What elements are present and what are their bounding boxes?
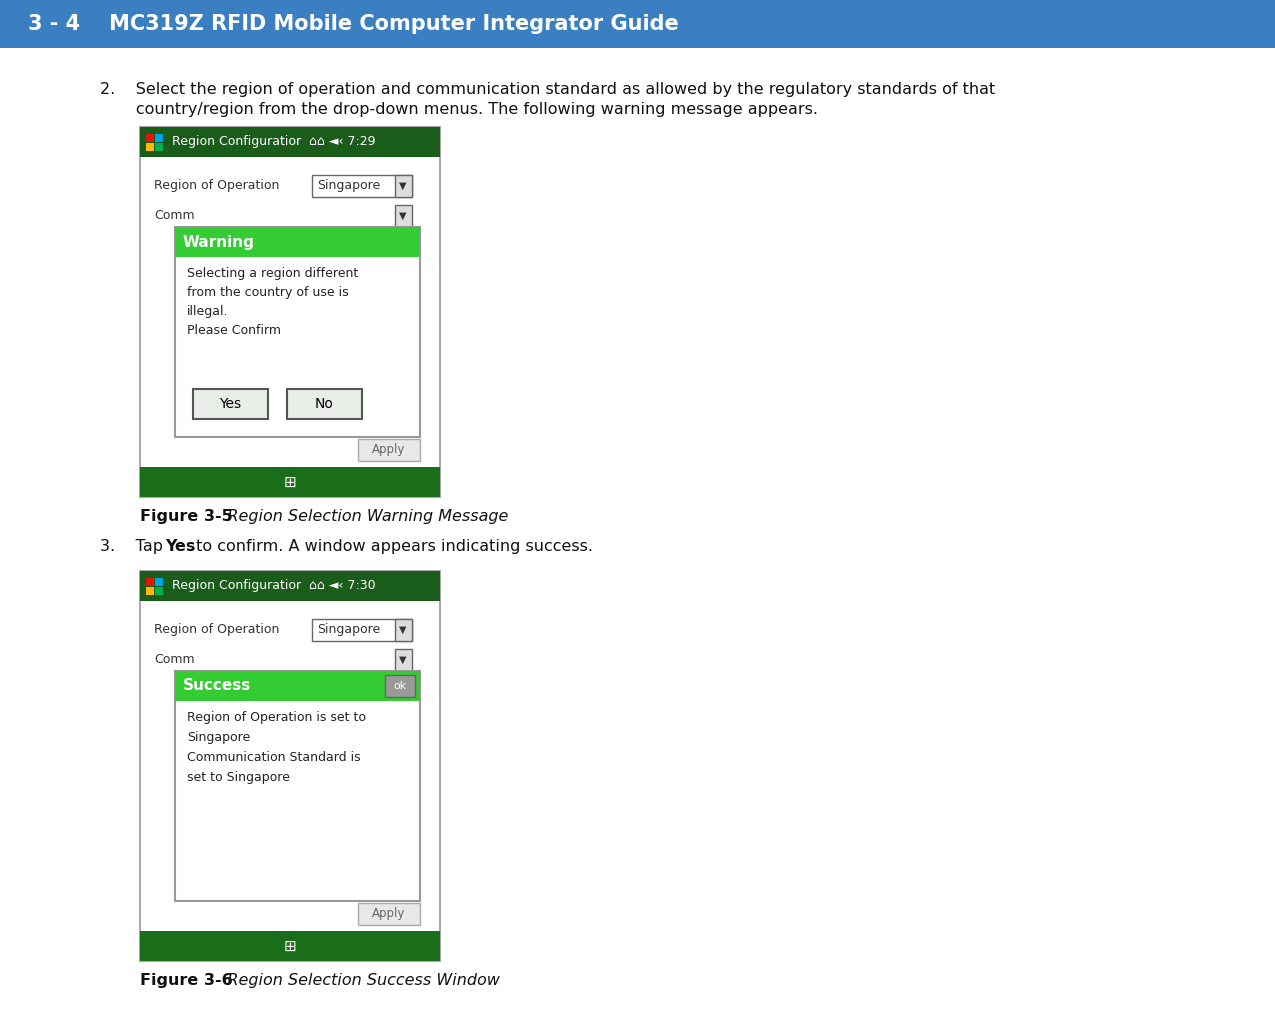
Text: set to Singapore: set to Singapore — [187, 771, 289, 784]
Text: 3.    Tap: 3. Tap — [99, 539, 168, 554]
Bar — [193, 389, 268, 419]
Text: Region Configuratior  ⌂⌂ ◄‹ 7:30: Region Configuratior ⌂⌂ ◄‹ 7:30 — [172, 580, 376, 593]
Text: Success: Success — [184, 679, 251, 693]
Bar — [312, 175, 412, 197]
Bar — [156, 578, 163, 586]
Text: Comm: Comm — [154, 209, 195, 222]
Bar — [395, 175, 412, 197]
Text: country/region from the drop-down menus. The following warning message appears.: country/region from the drop-down menus.… — [99, 102, 819, 117]
Text: Figure 3-6: Figure 3-6 — [140, 973, 233, 988]
Bar — [140, 931, 440, 961]
Bar — [358, 903, 419, 925]
Text: ⊞: ⊞ — [283, 939, 296, 953]
Text: Yes: Yes — [219, 397, 241, 411]
Text: Selecting a region different: Selecting a region different — [187, 267, 358, 280]
Text: 3 - 4    MC319Z RFID Mobile Computer Integrator Guide: 3 - 4 MC319Z RFID Mobile Computer Integr… — [28, 14, 678, 34]
Text: No: No — [315, 397, 334, 411]
Text: 2.    Select the region of operation and communication standard as allowed by th: 2. Select the region of operation and co… — [99, 82, 996, 97]
Bar — [140, 127, 440, 157]
Bar — [147, 143, 154, 151]
Text: Region Selection Success Window: Region Selection Success Window — [212, 973, 500, 988]
Text: Region of Operation: Region of Operation — [154, 623, 279, 636]
Bar — [175, 671, 419, 901]
Bar — [175, 227, 419, 257]
Bar — [140, 467, 440, 497]
Text: Warning: Warning — [184, 234, 255, 250]
Text: ▼: ▼ — [399, 211, 407, 221]
Bar — [175, 671, 419, 701]
Text: illegal.: illegal. — [187, 305, 228, 318]
Bar — [395, 619, 412, 641]
Bar — [147, 134, 154, 142]
Text: ⊞: ⊞ — [283, 474, 296, 490]
Text: from the country of use is: from the country of use is — [187, 286, 348, 299]
Bar — [140, 127, 440, 497]
Text: Singapore: Singapore — [317, 180, 380, 192]
Text: to confirm. A window appears indicating success.: to confirm. A window appears indicating … — [191, 539, 593, 554]
Bar — [287, 389, 362, 419]
Text: Communication Standard is: Communication Standard is — [187, 751, 361, 764]
Bar — [175, 227, 419, 437]
Bar — [385, 675, 414, 697]
Bar — [358, 439, 419, 461]
Bar — [142, 157, 439, 467]
Bar — [156, 143, 163, 151]
Text: Singapore: Singapore — [187, 731, 250, 744]
Text: ▼: ▼ — [399, 181, 407, 191]
Bar — [140, 571, 440, 601]
Bar — [147, 578, 154, 586]
Bar — [147, 587, 154, 595]
Text: Region Configuratior  ⌂⌂ ◄‹ 7:29: Region Configuratior ⌂⌂ ◄‹ 7:29 — [172, 135, 376, 149]
Bar — [395, 649, 412, 671]
Text: Figure 3-5: Figure 3-5 — [140, 509, 233, 524]
Text: ▼: ▼ — [399, 655, 407, 665]
Text: Region of Operation is set to: Region of Operation is set to — [187, 711, 366, 724]
Text: ▼: ▼ — [399, 625, 407, 635]
Bar — [156, 134, 163, 142]
Text: Yes: Yes — [164, 539, 195, 554]
Text: Apply: Apply — [372, 443, 405, 457]
Bar — [140, 571, 440, 961]
Text: ok: ok — [394, 681, 407, 691]
Text: Region of Operation: Region of Operation — [154, 179, 279, 192]
Bar — [156, 587, 163, 595]
Text: Singapore: Singapore — [317, 624, 380, 636]
Bar — [312, 619, 412, 641]
Text: Comm: Comm — [154, 653, 195, 666]
Text: Region Selection Warning Message: Region Selection Warning Message — [212, 509, 509, 524]
Text: Please Confirm: Please Confirm — [187, 324, 280, 337]
Bar — [0, 0, 1275, 48]
Bar — [395, 205, 412, 227]
Bar — [142, 601, 439, 931]
Text: Apply: Apply — [372, 908, 405, 920]
